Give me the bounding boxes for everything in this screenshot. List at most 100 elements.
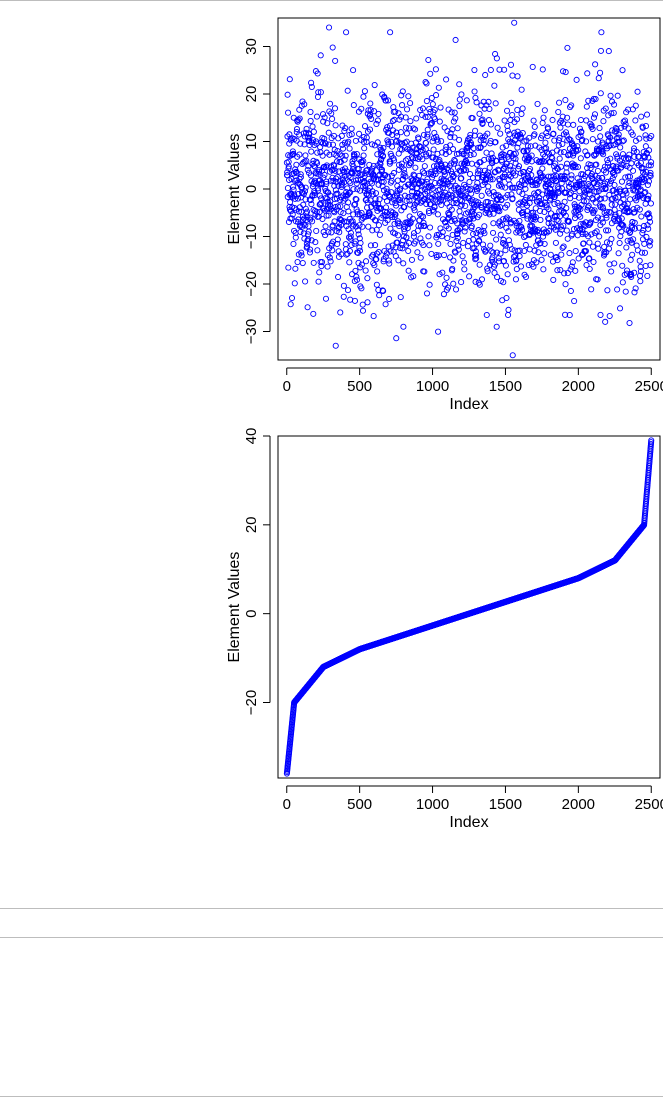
data-point: [297, 174, 304, 181]
data-point: [286, 131, 293, 138]
y-tick-label: −20: [243, 690, 260, 715]
data-point: [560, 131, 567, 138]
data-point: [479, 241, 487, 248]
data-point: [410, 125, 417, 132]
data-point: [563, 160, 571, 167]
data-point: [307, 214, 314, 221]
data-point: [619, 67, 626, 74]
data-point: [563, 189, 570, 196]
data-point: [562, 69, 569, 76]
data-point: [518, 182, 525, 189]
data-point: [556, 213, 564, 220]
data-point: [587, 120, 594, 127]
data-point: [597, 90, 604, 97]
data-point: [618, 228, 625, 235]
data-point: [334, 236, 341, 243]
data-point: [501, 66, 508, 73]
data-point: [512, 172, 519, 179]
data-point: [475, 185, 482, 192]
data-point: [353, 273, 360, 280]
data-point: [346, 189, 354, 196]
data-point: [333, 152, 340, 159]
data-point: [293, 137, 300, 144]
data-point: [545, 205, 552, 212]
data-point: [400, 166, 408, 173]
data-point: [373, 256, 380, 263]
data-point: [638, 213, 645, 220]
data-point: [299, 184, 306, 191]
data-point: [568, 175, 575, 182]
data-point: [608, 98, 616, 105]
data-point: [488, 200, 495, 207]
data-point: [292, 265, 299, 272]
data-point: [562, 212, 569, 219]
data-point: [414, 249, 421, 256]
data-point: [456, 102, 463, 110]
data-point: [553, 216, 560, 223]
data-point: [370, 176, 377, 183]
data-point: [458, 201, 465, 208]
data-point: [508, 139, 515, 146]
data-point: [638, 249, 645, 256]
data-point: [458, 279, 465, 286]
data-point: [325, 129, 332, 136]
data-point: [406, 125, 413, 132]
data-point: [439, 269, 446, 276]
data-point: [318, 181, 325, 188]
data-point: [301, 188, 309, 195]
data-point: [521, 247, 528, 255]
data-point: [587, 219, 594, 226]
data-point: [344, 87, 351, 94]
y-tick-label: 30: [243, 38, 260, 55]
data-point: [536, 194, 543, 201]
data-point: [481, 223, 488, 230]
data-point: [343, 29, 350, 36]
data-point: [519, 201, 526, 208]
data-point: [532, 179, 539, 187]
data-point: [538, 200, 545, 207]
data-point: [523, 212, 530, 219]
data-point: [362, 213, 369, 220]
data-point: [341, 218, 348, 225]
data-point: [501, 117, 508, 124]
data-point: [314, 247, 321, 254]
data-point: [396, 185, 404, 192]
data-point: [585, 97, 592, 104]
data-point: [450, 257, 457, 264]
data-point: [284, 169, 291, 176]
data-point: [391, 157, 398, 164]
data-point: [518, 263, 525, 270]
data-point: [362, 267, 369, 274]
data-point: [615, 250, 622, 257]
data-point: [288, 215, 295, 222]
data-point: [541, 107, 548, 114]
data-point: [567, 189, 574, 196]
data-point: [647, 218, 654, 225]
data-point: [412, 164, 419, 171]
data-point: [452, 115, 459, 122]
data-point: [380, 178, 387, 185]
data-point: [486, 190, 493, 197]
data-point: [313, 227, 320, 234]
y-tick-label: 40: [243, 428, 260, 444]
data-point: [399, 245, 406, 252]
data-point: [406, 197, 413, 204]
data-point: [624, 200, 631, 207]
data-point: [417, 199, 424, 206]
data-point: [425, 150, 432, 157]
data-point: [397, 129, 404, 136]
data-point: [497, 231, 504, 238]
data-point: [647, 238, 654, 245]
data-point: [314, 93, 322, 100]
data-point: [449, 193, 456, 200]
data-point: [337, 309, 344, 316]
data-point: [376, 292, 383, 299]
data-point: [332, 167, 339, 174]
data-point: [501, 171, 508, 178]
data-point: [440, 177, 447, 184]
data-point: [375, 181, 382, 188]
data-point: [590, 208, 597, 215]
sorted-scatter-plot: 05001000150020002500−2002040IndexElement…: [226, 428, 663, 831]
data-point: [447, 130, 454, 137]
data-point: [348, 241, 355, 249]
